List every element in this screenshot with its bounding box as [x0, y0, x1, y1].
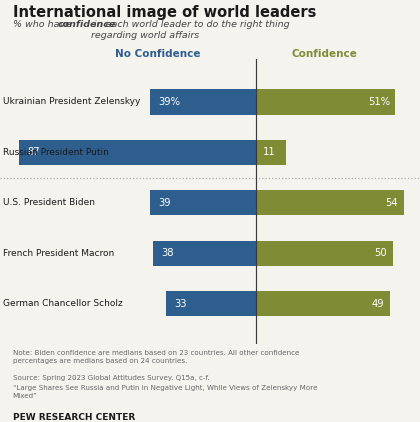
Text: Russian President Putin: Russian President Putin: [3, 148, 109, 157]
Text: 51%: 51%: [368, 97, 390, 107]
Text: 33: 33: [175, 299, 187, 308]
Text: confidence: confidence: [58, 20, 116, 29]
Bar: [153, 241, 256, 266]
Text: 39: 39: [158, 198, 171, 208]
Text: 54: 54: [386, 198, 398, 208]
Bar: [19, 140, 256, 165]
Bar: [150, 89, 256, 114]
Text: “Large Shares See Russia and Putin in Negative Light, While Views of Zelenskyy M: “Large Shares See Russia and Putin in Ne…: [13, 385, 317, 399]
Text: U.S. President Biden: U.S. President Biden: [3, 198, 95, 207]
Text: International image of world leaders: International image of world leaders: [13, 5, 316, 20]
Text: Confidence: Confidence: [291, 49, 357, 59]
Text: Note: Biden confidence are medians based on 23 countries. All other confidence
p: Note: Biden confidence are medians based…: [13, 350, 299, 364]
Bar: [256, 190, 404, 215]
Text: No Confidence: No Confidence: [116, 49, 201, 59]
Text: in each world leader to do the right thing
regarding world affairs: in each world leader to do the right thi…: [91, 20, 289, 40]
Bar: [256, 89, 396, 114]
Text: 11: 11: [263, 147, 276, 157]
Text: PEW RESEARCH CENTER: PEW RESEARCH CENTER: [13, 413, 135, 422]
Text: 39%: 39%: [158, 97, 180, 107]
Text: Source: Spring 2023 Global Attitudes Survey. Q15a, c-f.: Source: Spring 2023 Global Attitudes Sur…: [13, 375, 209, 381]
Text: 38: 38: [161, 248, 173, 258]
Bar: [166, 291, 256, 316]
Bar: [256, 241, 393, 266]
Bar: [256, 140, 286, 165]
Text: French President Macron: French President Macron: [3, 249, 114, 258]
Bar: [256, 291, 390, 316]
Text: 50: 50: [375, 248, 387, 258]
Text: % who have: % who have: [13, 20, 74, 29]
Text: German Chancellor Scholz: German Chancellor Scholz: [3, 299, 123, 308]
Text: 49: 49: [372, 299, 385, 308]
Text: 87: 87: [27, 147, 40, 157]
Bar: [150, 190, 256, 215]
Text: Ukrainian President Zelenskyy: Ukrainian President Zelenskyy: [3, 97, 140, 106]
